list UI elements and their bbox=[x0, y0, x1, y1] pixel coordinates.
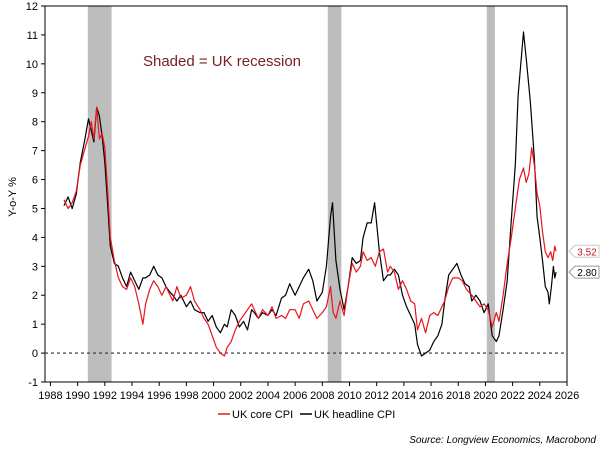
y-tick-label: 6 bbox=[32, 175, 38, 187]
x-tick-label: 2014 bbox=[392, 390, 416, 402]
source-note: Source: Longview Economics, Macrobond bbox=[409, 435, 596, 446]
x-tick-label: 1992 bbox=[93, 390, 117, 402]
x-tick-label: 2020 bbox=[473, 390, 497, 402]
y-tick-label: 4 bbox=[32, 232, 38, 244]
legend: UK core CPI UK headline CPI bbox=[218, 409, 395, 421]
recession-band-0 bbox=[87, 6, 112, 382]
legend-label-headline: UK headline CPI bbox=[314, 409, 395, 421]
x-tick-label: 1988 bbox=[38, 390, 62, 402]
x-tick-label: 2010 bbox=[337, 390, 361, 402]
y-tick-label: 11 bbox=[27, 30, 38, 42]
y-tick-label: 9 bbox=[32, 88, 38, 100]
recession-band-2 bbox=[486, 6, 495, 382]
y-axis-title: Y-o-Y % bbox=[7, 177, 19, 217]
recession-annotation: Shaded = UK recession bbox=[143, 53, 301, 70]
legend-label-core: UK core CPI bbox=[232, 409, 293, 421]
x-tick-label: 2024 bbox=[528, 390, 552, 402]
x-tick-label: 2016 bbox=[419, 390, 443, 402]
end-tag-value: 3.52 bbox=[577, 247, 597, 258]
x-tick-label: 1994 bbox=[120, 390, 144, 402]
x-tick-label: 2026 bbox=[555, 390, 579, 402]
end-tag-value: 2.80 bbox=[577, 268, 597, 279]
y-tick-label: 0 bbox=[32, 348, 38, 360]
x-tick-label: 2008 bbox=[310, 390, 334, 402]
y-tick-label: 3 bbox=[32, 261, 38, 273]
end-tag-box bbox=[568, 244, 600, 258]
y-tick-label: -1 bbox=[28, 377, 38, 389]
end-value-tags: 3.52 2.80 bbox=[568, 244, 600, 279]
y-tick-label: 1 bbox=[32, 319, 38, 331]
y-tick-label: 10 bbox=[26, 59, 38, 71]
x-tick-label: 2006 bbox=[283, 390, 307, 402]
x-tick-label: 2000 bbox=[201, 390, 225, 402]
x-tick-label: 1990 bbox=[65, 390, 89, 402]
y-tick-label: 7 bbox=[32, 146, 38, 158]
y-tick-label: 12 bbox=[26, 1, 38, 13]
x-tick-label: 2002 bbox=[229, 390, 253, 402]
x-tick-label: 2022 bbox=[500, 390, 524, 402]
y-tick-label: 5 bbox=[32, 203, 38, 215]
x-axis: 1988 1990 1992 1994 1996 1998 2000 2002 2004 2006… bbox=[38, 382, 579, 402]
series-layer bbox=[63, 31, 557, 357]
series-line-headline-cpi bbox=[63, 31, 557, 357]
x-tick-label: 2012 bbox=[364, 390, 388, 402]
y-tick-label: 8 bbox=[32, 117, 38, 129]
recession-shading bbox=[87, 6, 495, 382]
plot-area-frame bbox=[44, 5, 568, 383]
y-tick-label: 2 bbox=[32, 290, 38, 302]
x-tick-label: 1996 bbox=[147, 390, 171, 402]
series-line-core-cpi bbox=[63, 106, 557, 357]
end-tag-headline: 2.80 bbox=[568, 265, 600, 279]
x-tick-label: 2018 bbox=[446, 390, 470, 402]
x-tick-label: 2004 bbox=[256, 390, 280, 402]
end-tag-box bbox=[568, 265, 600, 279]
recession-band-1 bbox=[327, 6, 342, 382]
end-tag-core: 3.52 bbox=[568, 244, 600, 258]
x-tick-label: 1998 bbox=[174, 390, 198, 402]
